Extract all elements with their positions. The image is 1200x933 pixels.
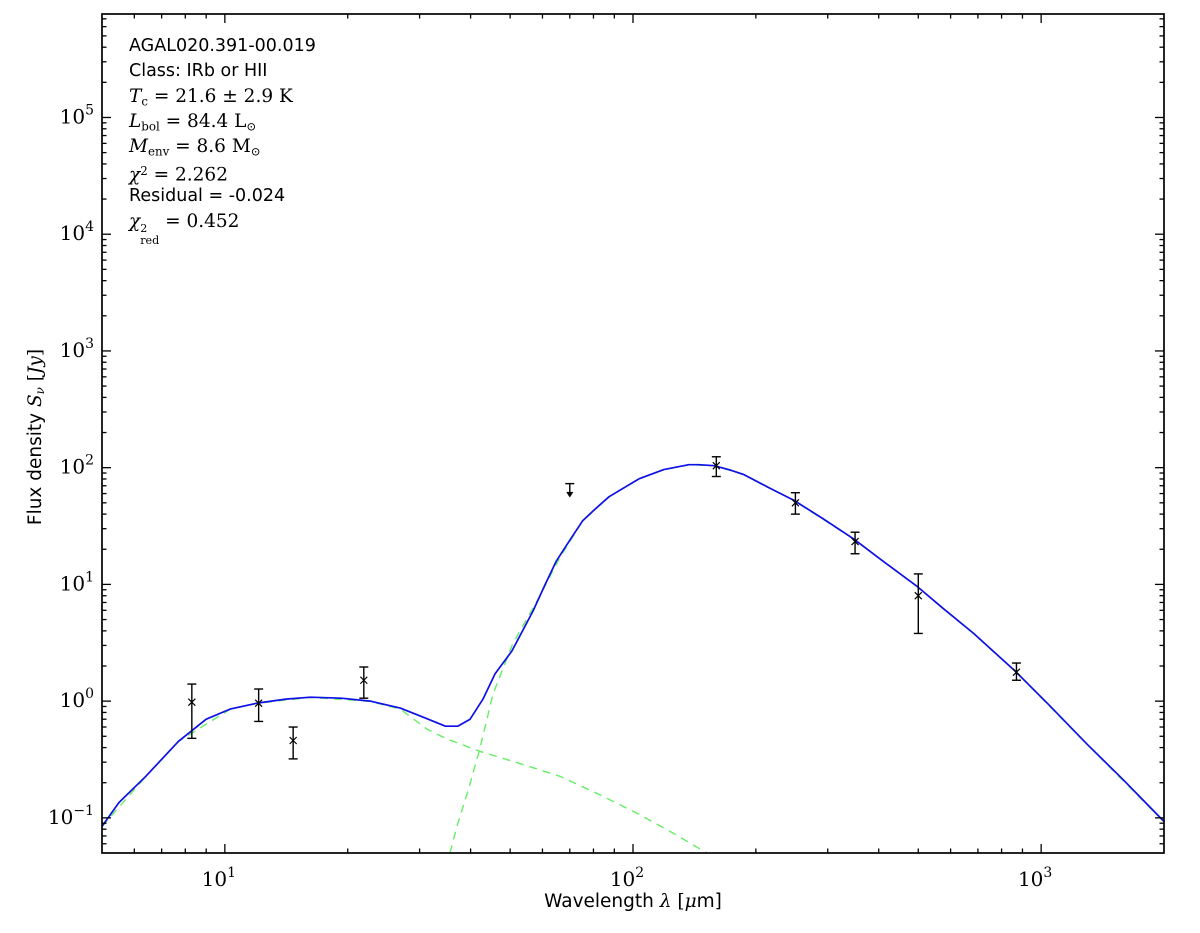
x-tick-label: 103	[1018, 865, 1052, 891]
y-tick-label: 103	[60, 336, 94, 362]
y-tick-label: 102	[60, 453, 94, 479]
cold-component-curve	[449, 464, 1164, 853]
data-point	[711, 456, 721, 478]
y-title-bracket: [	[24, 374, 46, 388]
data-point	[254, 688, 264, 723]
curves-group	[102, 463, 1164, 853]
chi-exponent: 2	[140, 164, 148, 178]
x-title-unit: m]	[696, 891, 722, 912]
y-title-bracket-close: ]	[24, 348, 46, 357]
sun-symbol: ⊙	[250, 144, 261, 159]
data-point	[913, 573, 923, 635]
flux-symbol: S	[24, 394, 46, 408]
luminosity-value: Lbol = 84.4 L⊙	[129, 109, 316, 134]
y-tick-label: 105	[60, 102, 94, 128]
chi-symbol: χ	[129, 164, 141, 186]
fit-annotation: AGAL020.391-00.019 Class: IRb or HII Tc …	[129, 34, 316, 247]
menv-symbol: M	[129, 136, 148, 157]
class-label: Class: IRb or HII	[129, 61, 268, 81]
upper-limit-point	[565, 482, 575, 498]
residual-value: Residual = -0.024	[129, 186, 286, 206]
reduced-chi-squared-value: χ 2 red = 0.452	[129, 209, 316, 247]
chi-symbol: χ	[129, 211, 141, 232]
chi-red-subscript: red	[140, 234, 160, 248]
y-tick-label: 10−1	[48, 803, 94, 829]
chi-number: = 2.262	[147, 164, 228, 186]
x-title-bracket: [	[671, 891, 685, 912]
x-title-text: Wavelength	[544, 891, 660, 912]
lambda-symbol: λ	[659, 891, 672, 912]
menv-number: = 8.6 M	[169, 136, 251, 157]
data-point	[1011, 662, 1021, 681]
sun-symbol: ⊙	[246, 119, 257, 134]
y-tick-label: 101	[60, 569, 94, 595]
chi-squared-value: χ2 = 2.262	[129, 159, 316, 186]
data-point	[850, 531, 860, 555]
x-axis-title: Wavelength λ [μm]	[544, 891, 722, 912]
tc-subscript: c	[141, 94, 148, 109]
warm-component-curve	[102, 696, 708, 853]
mu-symbol: μ	[684, 891, 697, 912]
x-tick-label: 101	[202, 865, 236, 891]
y-tick-label: 104	[60, 219, 94, 245]
y-title-unit: Jy	[24, 356, 46, 375]
tc-number: = 21.6 ± 2.9 K	[147, 86, 293, 107]
y-axis-title: Flux density Sν [Jy]	[25, 349, 47, 525]
tc-symbol: T	[129, 86, 142, 107]
chi-red-number: = 0.452	[159, 211, 240, 232]
data-point	[790, 492, 800, 515]
source-name: AGAL020.391-00.019	[129, 36, 316, 56]
data-point	[359, 666, 369, 699]
plot-frame	[101, 13, 1165, 854]
envelope-mass-value: Menv = 8.6 M⊙	[129, 134, 316, 159]
x-tick-label: 102	[610, 865, 644, 891]
model-fit-curve	[102, 463, 1164, 827]
menv-subscript: env	[147, 144, 170, 159]
lbol-number: = 84.4 L	[159, 111, 247, 132]
data-point	[187, 683, 197, 740]
y-tick-label: 100	[60, 686, 94, 712]
chi-red-supsub: 2 red	[140, 221, 160, 248]
y-title-text: Flux density	[24, 407, 46, 526]
temperature-value: Tc = 21.6 ± 2.9 K	[129, 84, 316, 109]
lbol-symbol: L	[129, 111, 142, 132]
chi-red-exponent: 2	[140, 221, 148, 235]
data-points-group	[187, 456, 1021, 760]
nu-subscript: ν	[33, 387, 48, 395]
lbol-subscript: bol	[141, 119, 160, 134]
data-point	[288, 726, 298, 760]
